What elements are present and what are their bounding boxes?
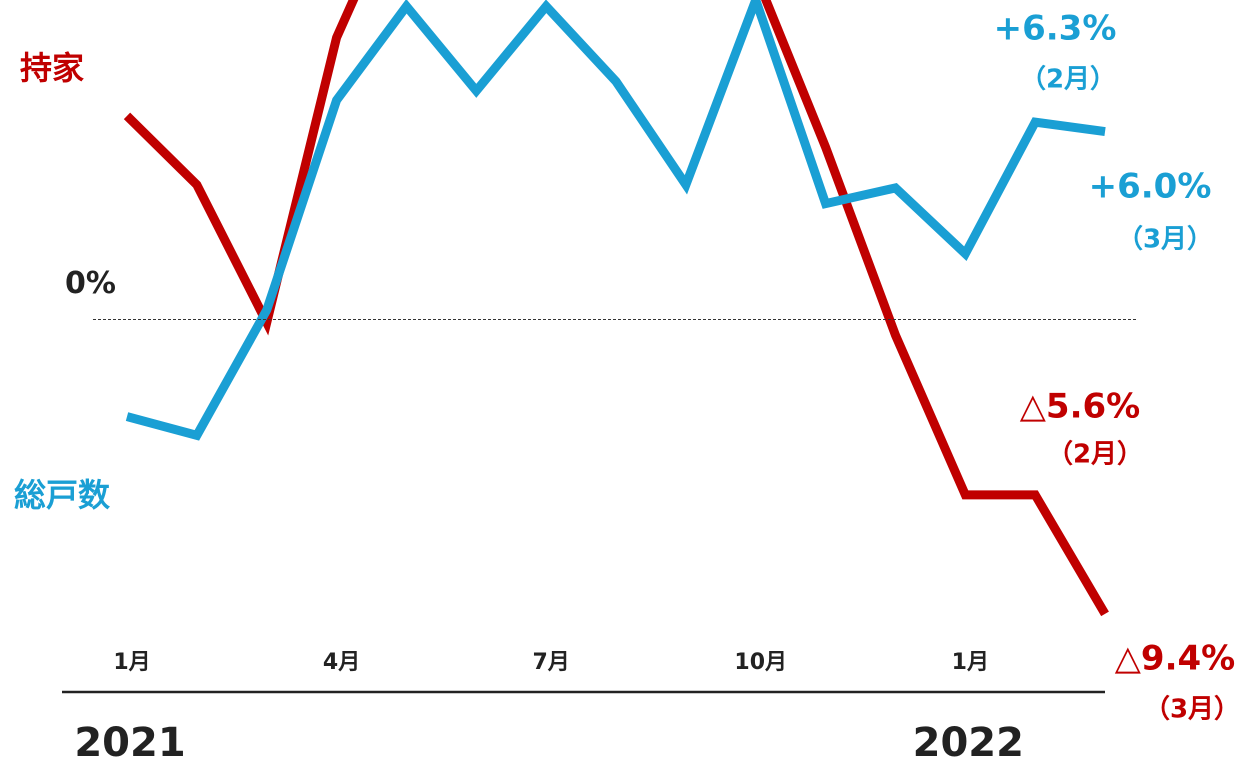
annotation-note: （3月） xyxy=(1117,225,1213,255)
y-tick-label: 0% xyxy=(65,266,116,301)
x-tick-label: 10月 xyxy=(734,650,787,675)
annotation-note: （3月） xyxy=(1144,695,1240,725)
annotation: +6.0% xyxy=(1089,167,1212,207)
annotation: △5.6% xyxy=(1020,387,1140,427)
x-tick-label: 1月 xyxy=(113,650,150,675)
series-label: 持家 xyxy=(20,49,84,87)
x-tick-label: 1月 xyxy=(952,650,989,675)
year-label: 2021 xyxy=(74,720,185,766)
series-line xyxy=(125,0,1106,441)
annotation: +6.3% xyxy=(994,9,1117,49)
series-line xyxy=(123,0,1109,617)
annotation-note: （2月） xyxy=(1047,440,1143,470)
year-label: 2022 xyxy=(913,720,1024,766)
x-tick-label: 4月 xyxy=(323,650,360,675)
annotation: △9.4% xyxy=(1115,639,1235,679)
x-tick-label: 7月 xyxy=(533,650,570,675)
annotation-note: （2月） xyxy=(1020,65,1116,95)
series-label: 総戸数 xyxy=(14,476,111,514)
